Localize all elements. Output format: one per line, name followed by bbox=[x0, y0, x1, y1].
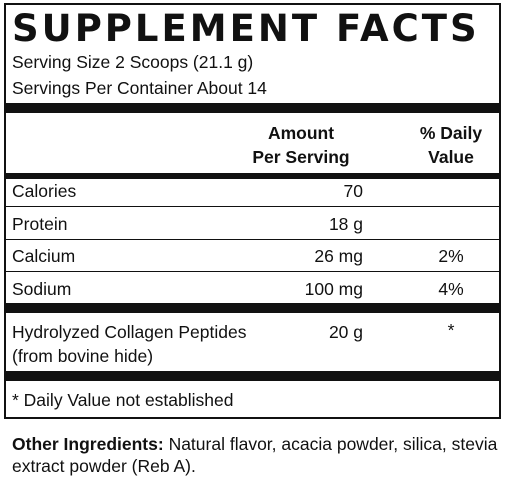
row-amount-collagen: 20 g bbox=[328, 322, 363, 342]
row-name-collagen-source: (from bovine hide) bbox=[12, 346, 154, 366]
row-dv-calcium: 2% bbox=[438, 246, 464, 266]
row-name-sodium: Sodium bbox=[12, 279, 72, 299]
row-dv-sodium: 4% bbox=[438, 279, 464, 299]
row-divider bbox=[6, 271, 499, 272]
servings-per-container: Servings Per Container About 14 bbox=[12, 78, 267, 98]
dv-header-line1: % Daily bbox=[419, 123, 483, 143]
other-ingredients: Other Ingredients: Natural flavor, acaci… bbox=[12, 433, 512, 477]
thick-divider bbox=[6, 303, 499, 313]
thick-divider bbox=[6, 103, 499, 113]
row-divider bbox=[6, 239, 499, 240]
row-amount-sodium: 100 mg bbox=[304, 279, 363, 299]
other-ingredients-label: Other Ingredients: bbox=[12, 434, 164, 454]
row-name-protein: Protein bbox=[12, 214, 68, 234]
footnote: * Daily Value not established bbox=[12, 390, 234, 410]
daily-value-header: % Daily Value bbox=[406, 121, 496, 169]
amount-header: Amount Per Serving bbox=[236, 121, 366, 169]
serving-size: Serving Size 2 Scoops (21.1 g) bbox=[12, 52, 254, 72]
other-ingredients-text: Natural flavor, acacia powder, silica, s… bbox=[12, 434, 498, 476]
row-amount-protein: 18 g bbox=[328, 214, 363, 234]
row-name-calcium: Calcium bbox=[12, 246, 76, 266]
amount-header-line1: Amount bbox=[267, 123, 335, 143]
row-amount-calories: 70 bbox=[343, 181, 363, 201]
supplement-facts-panel: SUPPLEMENT FACTS Serving Size 2 Scoops (… bbox=[4, 3, 501, 419]
row-amount-calcium: 26 mg bbox=[314, 246, 363, 266]
thick-divider bbox=[6, 371, 499, 381]
dv-header-line2: Value bbox=[428, 147, 474, 167]
amount-header-line2: Per Serving bbox=[252, 147, 350, 167]
row-name-calories: Calories bbox=[12, 181, 77, 201]
panel-title: SUPPLEMENT FACTS bbox=[12, 7, 480, 50]
row-dv-collagen: * bbox=[447, 320, 455, 340]
row-divider bbox=[6, 206, 499, 207]
row-name-collagen: Hydrolyzed Collagen Peptides bbox=[12, 322, 247, 342]
header-divider bbox=[6, 173, 499, 179]
